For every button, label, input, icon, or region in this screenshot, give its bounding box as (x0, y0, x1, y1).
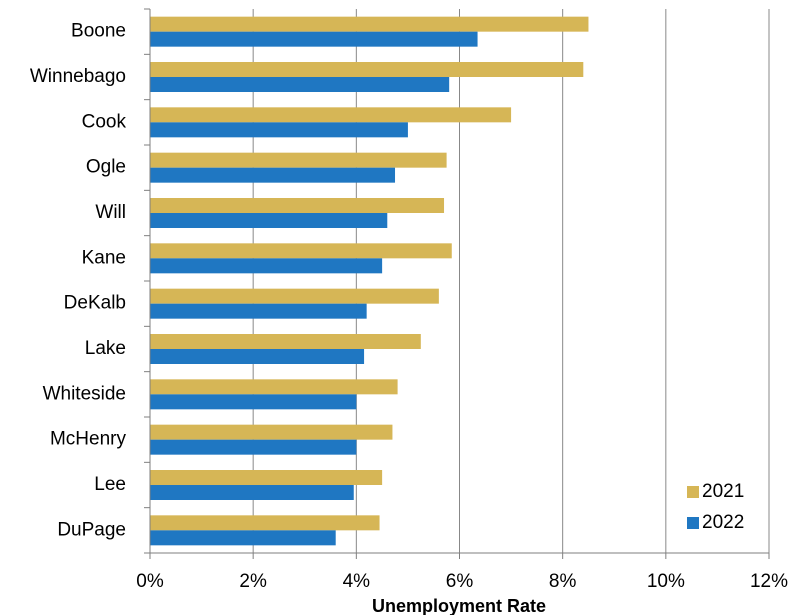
bar-mchenry-2022 (150, 439, 357, 455)
legend-label-2022: 2022 (702, 512, 744, 533)
x-tick-label-0pct: 0% (136, 571, 164, 592)
bar-winnebago-2022 (150, 77, 450, 92)
bar-whiteside-2022 (150, 394, 357, 410)
bar-dekalb-2021 (150, 288, 439, 304)
bar-lee-2022 (150, 485, 354, 500)
bar-lake-2022 (150, 349, 365, 364)
bar-will-2022 (150, 213, 388, 228)
bar-dupage-2021 (150, 515, 380, 531)
x-tick-label-6pct: 6% (446, 571, 474, 592)
category-label-kane: Kane (82, 247, 126, 268)
bar-boone-2021 (150, 16, 589, 32)
legend-label-2021: 2021 (702, 481, 744, 502)
x-axis-title: Unemployment Rate (372, 596, 546, 615)
bar-lake-2021 (150, 334, 421, 349)
legend-swatch-2021 (687, 486, 699, 498)
bar-dupage-2022 (150, 530, 336, 546)
category-label-lake: Lake (85, 338, 126, 359)
bar-mchenry-2021 (150, 424, 393, 440)
category-label-cook: Cook (82, 111, 127, 132)
bar-winnebago-2021 (150, 62, 584, 77)
x-tick-labels: 0% 2% 4% 6% 8% 10% 12% (136, 571, 788, 592)
bar-kane-2022 (150, 258, 383, 274)
bar-will-2021 (150, 198, 445, 213)
bar-boone-2022 (150, 31, 478, 47)
bar-whiteside-2021 (150, 379, 398, 395)
category-label-winnebago: Winnebago (30, 66, 126, 87)
x-tick-label-2pct: 2% (239, 571, 267, 592)
category-label-dupage: DuPage (57, 519, 126, 540)
category-label-whiteside: Whiteside (43, 383, 126, 404)
category-labels: Boone Winnebago Cook Ogle Will Kane DeKalb Lake… (30, 21, 127, 541)
bar-ogle-2022 (150, 167, 396, 183)
bar-kane-2021 (150, 243, 452, 259)
x-tick-label-8pct: 8% (549, 571, 577, 592)
x-tick-label-12pct: 12% (750, 571, 788, 592)
axes-group (144, 8, 770, 559)
category-label-lee: Lee (94, 474, 126, 495)
category-label-will: Will (95, 202, 126, 223)
bars-group (150, 16, 589, 546)
x-tick-label-4pct: 4% (343, 571, 371, 592)
legend-swatch-2022 (687, 517, 699, 529)
bar-ogle-2021 (150, 152, 447, 168)
x-tick-label-10pct: 10% (647, 571, 685, 592)
bar-lee-2021 (150, 470, 383, 485)
category-label-ogle: Ogle (86, 157, 126, 178)
bar-cook-2022 (150, 122, 408, 138)
grid-lines (252, 9, 770, 553)
legend: 2021 2022 (687, 481, 744, 533)
category-label-dekalb: DeKalb (64, 293, 126, 314)
category-label-boone: Boone (71, 21, 126, 42)
bar-cook-2021 (150, 107, 512, 123)
bar-dekalb-2022 (150, 303, 367, 319)
category-label-mchenry: McHenry (50, 429, 127, 450)
